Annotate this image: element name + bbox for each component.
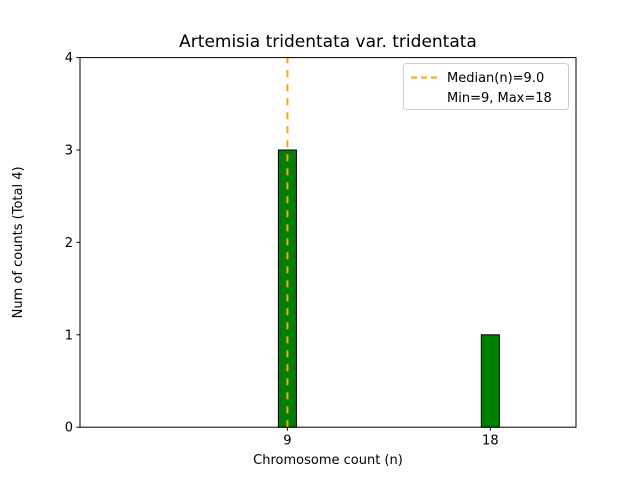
y-tick-label: 0 <box>65 421 73 436</box>
y-tick-label: 1 <box>65 328 73 343</box>
x-tick-label: 18 <box>482 434 499 449</box>
legend-box <box>403 63 569 110</box>
bar-n18 <box>480 334 500 428</box>
legend-label-minmax: Min=9, Max=18 <box>447 91 552 106</box>
x-tick-label: 9 <box>283 434 291 449</box>
plot-area: 0 1 2 3 4 9 18 <box>65 51 577 449</box>
bar-n9 <box>277 149 297 428</box>
y-axis-label: Num of counts (Total 4) <box>11 166 26 318</box>
legend: Median(n)=9.0 Min=9, Max=18 <box>403 63 569 110</box>
y-tick-label: 4 <box>65 51 73 66</box>
x-axis-label: Chromosome count (n) <box>253 453 403 468</box>
legend-label-median: Median(n)=9.0 <box>447 71 544 86</box>
chart-title: Artemisia tridentata var. tridentata <box>179 32 477 52</box>
y-tick-label: 3 <box>65 144 73 159</box>
y-tick-label: 2 <box>65 236 73 251</box>
